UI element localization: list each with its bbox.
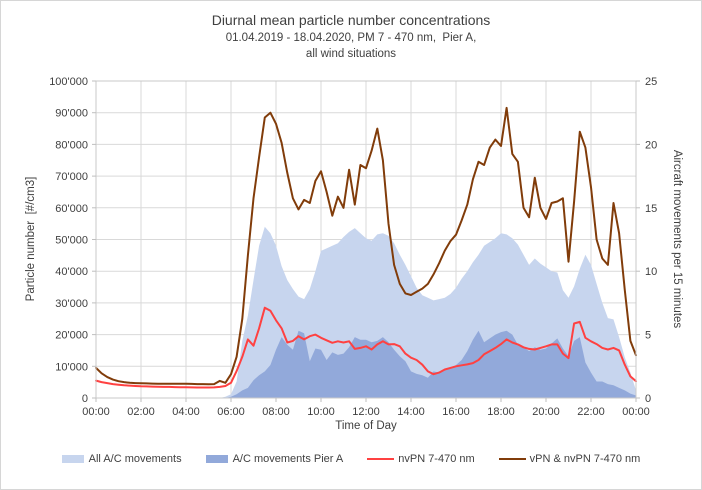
left-axis-title: Particle number [#/cm3] [25,176,37,302]
chart-title: Diurnal mean particle number concentrati… [211,12,491,28]
legend-label: vPN & nvPN 7-470 nm [529,453,641,465]
x-tick-label: 00:00 [82,406,110,418]
left-tick-label: 100'000 [49,76,88,88]
line-swatch-icon [498,457,526,461]
right-tick-label: 15 [645,203,657,215]
x-tick-label: 08:00 [262,406,290,418]
left-tick-label: 80'000 [55,139,88,151]
right-tick-label: 10 [645,266,657,278]
chart-legend: All A/C movements A/C movements Pier A n… [1,453,701,465]
x-tick-label: 10:00 [307,406,335,418]
legend-label: All A/C movements [88,453,182,465]
series-line-nvpn-7-470-nm [95,306,637,389]
legend-label: nvPN 7-470 nm [398,453,475,465]
left-tick-label: 70'000 [55,171,88,183]
area-swatch-icon [61,455,84,463]
legend-item-vpn-nvpn: vPN & nvPN 7-470 nm [498,453,641,465]
x-tick-label: 18:00 [487,406,515,418]
x-tick-label: 04:00 [172,406,200,418]
series-area-a-c-movements-pier-a [96,330,636,398]
left-tick-label: 40'000 [55,266,88,278]
right-axis-title: Aircraft movements per 15 minutes [671,149,683,329]
x-tick-label: 06:00 [217,406,245,418]
right-tick-label: 5 [645,330,651,342]
x-tick-label: 22:00 [577,406,605,418]
legend-item-all-ac-movements: All A/C movements [61,453,182,465]
right-tick-label: 25 [645,76,657,88]
series-line-vpn-nvpn-7-470-nm [95,106,637,386]
legend-label: A/C movements Pier A [232,453,344,465]
left-tick-label: 0 [82,393,88,405]
x-tick-label: 00:00 [622,406,650,418]
x-tick-label: 02:00 [127,406,155,418]
x-tick-label: 20:00 [532,406,560,418]
left-tick-label: 30'000 [55,298,88,310]
left-tick-label: 50'000 [55,235,88,247]
area-swatch-icon [205,455,228,463]
left-tick-label: 90'000 [55,108,88,120]
x-tick-label: 12:00 [352,406,380,418]
chart-subtitle-line2: all wind situations [305,48,397,60]
left-tick-label: 60'000 [55,203,88,215]
x-tick-label: 16:00 [442,406,470,418]
right-tick-label: 20 [645,139,657,151]
left-tick-label: 10'000 [55,361,88,373]
right-tick-label: 0 [645,393,651,405]
legend-item-nvpn: nvPN 7-470 nm [367,453,475,465]
legend-item-ac-movements-pier-a: A/C movements Pier A [205,453,344,465]
line-swatch-icon [367,457,395,461]
left-tick-label: 20'000 [55,330,88,342]
x-tick-label: 14:00 [397,406,425,418]
chart-subtitle-line1: 01.04.2019 - 18.04.2020, PM 7 - 470 nm, … [225,32,477,44]
x-axis-title: Time of Day [335,420,397,432]
